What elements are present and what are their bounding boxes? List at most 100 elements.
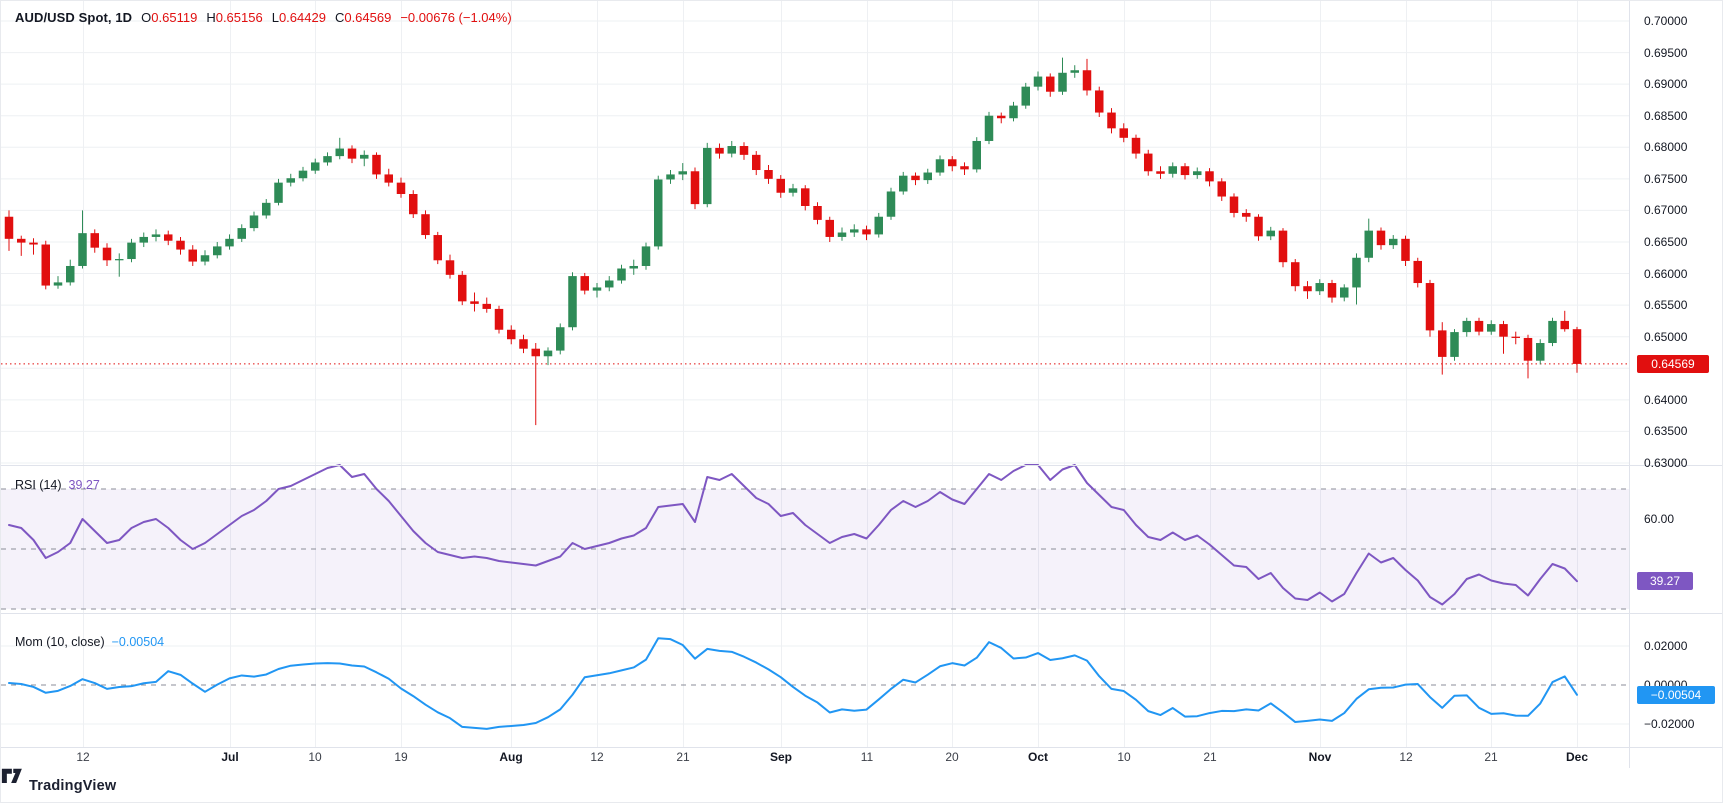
pane-divider-rsi-momentum[interactable] <box>1 613 1722 614</box>
candle-body <box>1193 171 1202 176</box>
candle-body <box>1487 324 1496 332</box>
candle-body <box>727 146 736 154</box>
momentum-legend[interactable]: Mom (10, close) −0.00504 <box>15 635 164 649</box>
candle-body <box>886 191 896 217</box>
time-gridline <box>1406 1 1407 747</box>
candle-body <box>1046 76 1055 92</box>
ohlc-close: C0.64569 <box>334 10 392 25</box>
candle-body <box>335 148 344 157</box>
time-gridline <box>511 1 512 747</box>
ohlc-low: L0.64429 <box>271 10 326 25</box>
candle-body <box>776 178 785 193</box>
candle-body <box>935 159 945 173</box>
candle-body <box>1278 230 1288 263</box>
candle-body <box>1180 166 1190 176</box>
candle-body <box>654 179 663 247</box>
candle-body <box>1352 257 1361 288</box>
candle-body <box>1450 332 1459 357</box>
candle-body <box>911 175 920 181</box>
time-gridline <box>230 1 231 747</box>
time-label-month: Aug <box>499 750 523 764</box>
price-axis-label: 0.68000 <box>1644 140 1688 154</box>
candle-body <box>568 276 577 328</box>
candle-body <box>837 232 847 237</box>
time-gridline <box>401 1 402 747</box>
candle-body <box>1536 343 1545 361</box>
price-axis-label: 0.68500 <box>1644 109 1688 123</box>
candle-body <box>176 240 185 250</box>
candle-body <box>1009 105 1018 119</box>
tradingview-logo[interactable]: TradingView <box>1 768 117 794</box>
candle-body <box>1499 324 1508 337</box>
candle-body <box>1327 283 1337 298</box>
symbol-legend[interactable]: AUD/USD Spot, 1D O0.65119 H0.65156 L0.64… <box>15 10 512 25</box>
candle-body <box>445 260 455 275</box>
candle-body <box>1095 90 1104 113</box>
candle-body <box>1413 260 1422 284</box>
chart-canvas[interactable] <box>1 1 1629 747</box>
candle-body <box>41 244 50 286</box>
candle-body <box>421 214 430 236</box>
time-gridline <box>1038 1 1039 747</box>
price-axis-label: 0.69500 <box>1644 46 1688 60</box>
candle-body <box>850 229 859 233</box>
candle-body <box>1572 329 1582 364</box>
time-label-day: 10 <box>308 750 322 764</box>
rsi-legend[interactable]: RSI (14) 39.27 <box>15 478 100 492</box>
candle-body <box>1217 181 1226 197</box>
candle-body <box>862 229 871 235</box>
candle-body <box>1291 262 1300 287</box>
time-axis[interactable]: 12 Jul 10 19 Aug 12 21 Sep 11 20 Oct 10 21 Nov 12 21 Dec <box>1 747 1629 768</box>
candle-body <box>825 219 834 237</box>
time-label-month: Sep <box>769 750 793 764</box>
candle-body <box>1070 70 1079 73</box>
candle-body <box>764 170 773 179</box>
rsi-value: 39.27 <box>68 478 100 492</box>
momentum-value: −0.00504 <box>111 635 165 649</box>
candle-body <box>813 206 822 220</box>
candle-body <box>666 174 675 180</box>
candle-body <box>592 287 602 291</box>
tradingview-mark-icon <box>1 768 22 783</box>
candle-body <box>543 350 553 357</box>
candle-body <box>1205 171 1214 182</box>
candle-body <box>188 249 197 262</box>
candle-body <box>323 156 332 163</box>
brand-name: TradingView <box>29 778 117 794</box>
last-price-badge: 0.64569 <box>1637 355 1709 373</box>
footer-bar: TradingView <box>1 768 1722 802</box>
price-axis-label: 0.64000 <box>1644 393 1688 407</box>
candle-body <box>1474 320 1484 332</box>
candle-body <box>409 194 418 215</box>
candle-body <box>213 246 222 256</box>
candle-body <box>1156 171 1165 174</box>
momentum-axis-label: 0.02000 <box>1644 639 1688 653</box>
pane-divider-price-rsi[interactable] <box>1 465 1722 466</box>
time-gridline <box>83 1 84 747</box>
candle-body <box>1254 216 1263 237</box>
candle-body <box>360 154 369 159</box>
candle-body <box>494 308 504 330</box>
candle-body <box>507 329 516 340</box>
candle-body <box>1376 230 1386 246</box>
candle-body <box>151 234 161 237</box>
price-axis-label: 0.65500 <box>1644 298 1688 312</box>
candle-body <box>102 247 112 261</box>
time-gridline <box>597 1 598 747</box>
time-label-day: 12 <box>1399 750 1413 764</box>
rsi-line <box>8 464 1578 606</box>
rsi-label: RSI (14) <box>15 478 62 492</box>
time-gridline <box>1124 1 1125 747</box>
rsi-axis-label: 60.00 <box>1644 512 1675 526</box>
candle-body <box>249 215 259 229</box>
time-label-day: 21 <box>1484 750 1498 764</box>
time-label-month: Dec <box>1565 750 1589 764</box>
price-axis-label: 0.69000 <box>1644 77 1688 91</box>
momentum-line <box>8 637 1578 730</box>
time-gridline <box>1210 1 1211 747</box>
candle-body <box>678 171 687 175</box>
pane-divider-momentum-timeaxis <box>1 747 1722 748</box>
candle-body <box>347 148 357 159</box>
time-label-day: 19 <box>394 750 408 764</box>
candle-body <box>53 282 63 286</box>
